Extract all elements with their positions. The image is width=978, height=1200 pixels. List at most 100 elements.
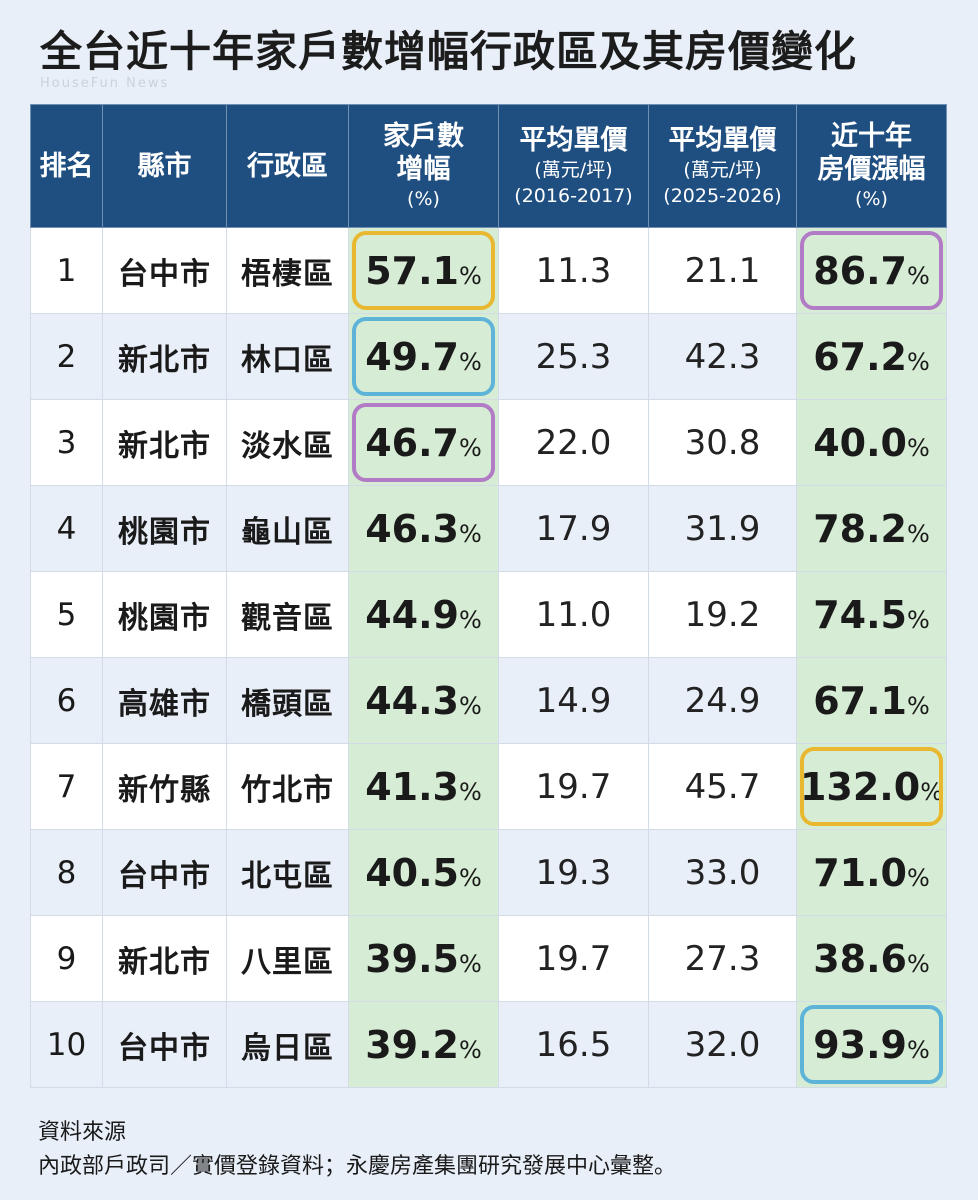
city-cell: 新北市 xyxy=(102,399,227,486)
city-cell-value: 新北市 xyxy=(118,944,211,980)
rank-cell-value: 2 xyxy=(56,338,77,375)
header-price-2016-2017: 平均單價 (萬元/坪) (2016-2017) xyxy=(498,104,649,228)
price-growth-cell: 71.0% xyxy=(796,829,947,916)
price-2016-2017-cell-value: 25.3 xyxy=(535,336,612,377)
household-growth-cell: 40.5% xyxy=(348,829,499,916)
price-2016-2017-cell: 19.3 xyxy=(498,829,649,916)
price-2025-2026-cell-value: 32.0 xyxy=(684,1024,761,1065)
city-cell: 台中市 xyxy=(102,227,227,314)
price-2025-2026-cell-value: 33.0 xyxy=(684,852,761,893)
district-cell: 梧棲區 xyxy=(226,227,349,314)
rank-cell: 2 xyxy=(30,313,103,400)
price-growth-cell: 132.0% xyxy=(796,743,947,830)
price-2025-2026-cell-value: 45.7 xyxy=(684,766,761,807)
price-2025-2026-cell-value: 24.9 xyxy=(684,680,761,721)
rank-cell-value: 9 xyxy=(56,940,77,977)
table-body: 1 台中市 梧棲區 57.1% 11.3 21.1 86.7% 2 新北市 林口區 49.7% 25.… xyxy=(30,227,947,1088)
source-heading: 資料來源 xyxy=(38,1120,127,1145)
rank-cell-value: 7 xyxy=(56,768,77,805)
percent-unit: % xyxy=(458,605,482,634)
table-row: 10 台中市 烏日區 39.2% 16.5 32.0 93.9% xyxy=(30,1001,947,1088)
household-growth-cell-value: 40.5 xyxy=(365,850,459,895)
price-growth-cell: 67.1% xyxy=(796,657,947,744)
household-growth-cell: 57.1% xyxy=(348,227,499,314)
city-cell-value: 桃園市 xyxy=(118,514,211,550)
city-cell: 桃園市 xyxy=(102,485,227,572)
city-cell: 新竹縣 xyxy=(102,743,227,830)
table-row: 4 桃園市 龜山區 46.3% 17.9 31.9 78.2% xyxy=(30,485,947,572)
city-cell-value: 新北市 xyxy=(118,342,211,378)
percent-unit: % xyxy=(920,777,943,806)
district-cell: 觀音區 xyxy=(226,571,349,658)
price-2016-2017-cell: 16.5 xyxy=(498,1001,649,1088)
household-growth-cell: 44.3% xyxy=(348,657,499,744)
price-2025-2026-cell-value: 27.3 xyxy=(684,938,761,979)
household-growth-cell-value: 57.1 xyxy=(365,248,459,293)
table-row: 8 台中市 北屯區 40.5% 19.3 33.0 71.0% xyxy=(30,829,947,916)
rank-cell-value: 5 xyxy=(56,596,77,633)
price-2025-2026-cell: 42.3 xyxy=(648,313,797,400)
price-growth-cell: 86.7% xyxy=(796,227,947,314)
source-text: 內政部戶政司／實價登錄資料；永慶房產集團研究發展中心彙整。 xyxy=(38,1154,677,1179)
header-price-2025-2026: 平均單價 (萬元/坪) (2025-2026) xyxy=(648,104,797,228)
rank-cell: 10 xyxy=(30,1001,103,1088)
district-cell-value: 八里區 xyxy=(241,944,334,980)
city-cell: 桃園市 xyxy=(102,571,227,658)
table-row: 9 新北市 八里區 39.5% 19.7 27.3 38.6% xyxy=(30,915,947,1002)
household-growth-cell-value: 46.7 xyxy=(365,420,459,465)
price-2016-2017-cell: 11.0 xyxy=(498,571,649,658)
city-cell-value: 新竹縣 xyxy=(118,772,211,808)
household-growth-cell: 49.7% xyxy=(348,313,499,400)
header-rank: 排名 xyxy=(30,104,103,228)
household-growth-cell: 41.3% xyxy=(348,743,499,830)
district-cell: 北屯區 xyxy=(226,829,349,916)
table-row: 2 新北市 林口區 49.7% 25.3 42.3 67.2% xyxy=(30,313,947,400)
rank-cell: 3 xyxy=(30,399,103,486)
percent-unit: % xyxy=(458,949,482,978)
district-cell-value: 林口區 xyxy=(241,342,334,378)
percent-unit: % xyxy=(458,777,482,806)
rank-cell: 6 xyxy=(30,657,103,744)
header-price-growth: 近十年 房價漲幅 (%) xyxy=(796,104,947,228)
city-cell: 高雄市 xyxy=(102,657,227,744)
table-row: 5 桃園市 觀音區 44.9% 11.0 19.2 74.5% xyxy=(30,571,947,658)
price-growth-cell: 40.0% xyxy=(796,399,947,486)
city-cell-value: 台中市 xyxy=(118,858,211,894)
price-growth-cell: 38.6% xyxy=(796,915,947,1002)
price-2016-2017-cell: 14.9 xyxy=(498,657,649,744)
price-growth-cell: 74.5% xyxy=(796,571,947,658)
district-cell: 林口區 xyxy=(226,313,349,400)
price-2025-2026-cell: 45.7 xyxy=(648,743,797,830)
price-2016-2017-cell: 19.7 xyxy=(498,743,649,830)
rank-cell-value: 6 xyxy=(56,682,77,719)
rank-cell-value: 3 xyxy=(56,424,77,461)
percent-unit: % xyxy=(906,691,930,720)
rank-cell: 7 xyxy=(30,743,103,830)
district-cell: 龜山區 xyxy=(226,485,349,572)
percent-unit: % xyxy=(906,519,930,548)
price-2025-2026-cell-value: 19.2 xyxy=(684,594,761,635)
household-growth-cell-value: 44.3 xyxy=(365,678,459,723)
price-2025-2026-cell-value: 31.9 xyxy=(684,508,761,549)
city-cell-value: 新北市 xyxy=(118,428,211,464)
percent-unit: % xyxy=(906,347,930,376)
household-growth-cell: 39.2% xyxy=(348,1001,499,1088)
city-cell-value: 台中市 xyxy=(118,1030,211,1066)
city-cell: 台中市 xyxy=(102,829,227,916)
price-2025-2026-cell: 33.0 xyxy=(648,829,797,916)
rank-cell-value: 1 xyxy=(56,252,77,289)
table-header-row: 排名 縣市 行政區 家戶數 增幅 (%) 平均單價 (萬元/坪) (2016-2… xyxy=(30,104,947,228)
table-row: 7 新竹縣 竹北市 41.3% 19.7 45.7 132.0% xyxy=(30,743,947,830)
city-cell: 新北市 xyxy=(102,915,227,1002)
price-2016-2017-cell: 17.9 xyxy=(498,485,649,572)
table-row: 1 台中市 梧棲區 57.1% 11.3 21.1 86.7% xyxy=(30,227,947,314)
percent-unit: % xyxy=(906,605,930,634)
price-2025-2026-cell: 19.2 xyxy=(648,571,797,658)
rank-cell: 5 xyxy=(30,571,103,658)
price-growth-cell: 78.2% xyxy=(796,485,947,572)
rank-cell: 4 xyxy=(30,485,103,572)
price-2016-2017-cell-value: 11.3 xyxy=(535,250,612,291)
percent-unit: % xyxy=(458,863,482,892)
price-2016-2017-cell-value: 11.0 xyxy=(535,594,612,635)
table-row: 3 新北市 淡水區 46.7% 22.0 30.8 40.0% xyxy=(30,399,947,486)
